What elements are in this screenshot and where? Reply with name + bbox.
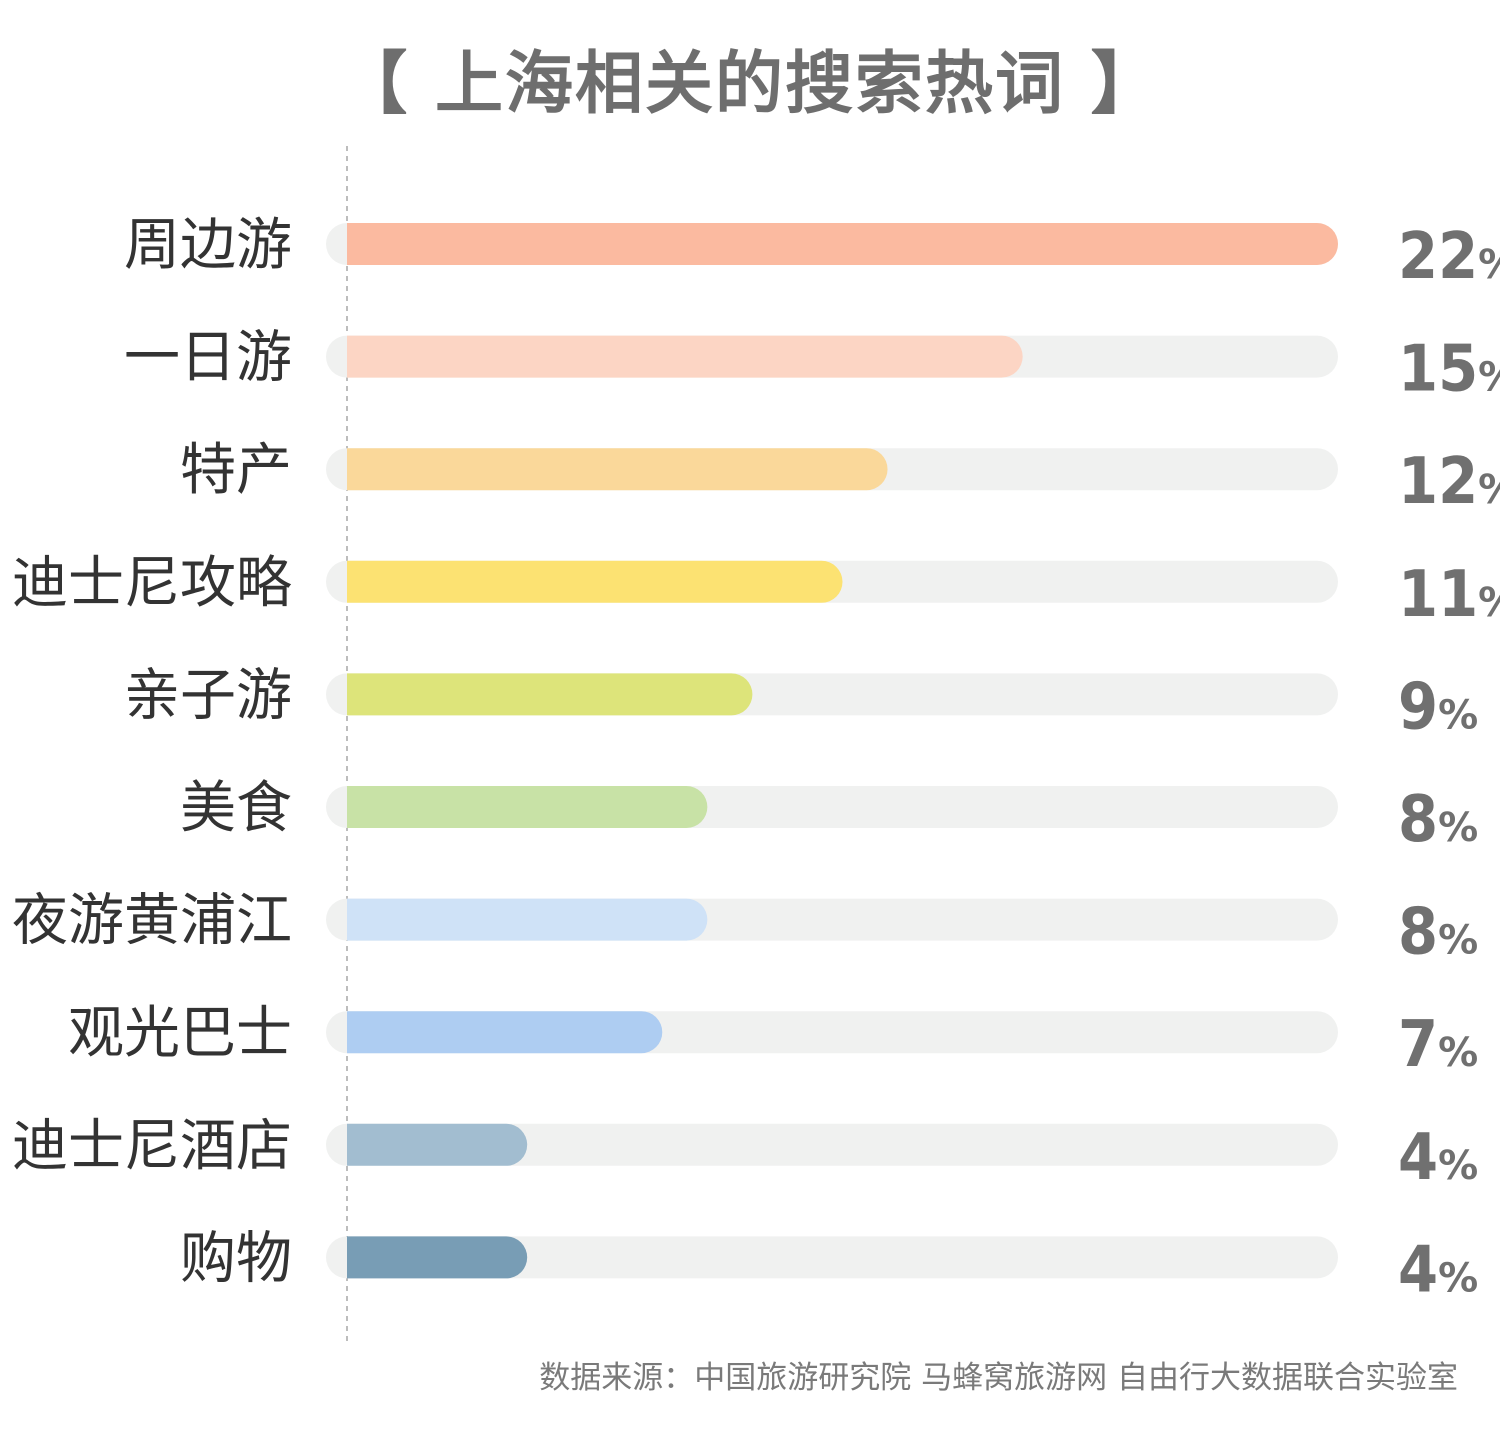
value-label: 8% <box>1398 783 1478 857</box>
value-label: 22% <box>1398 220 1500 294</box>
bar-6 <box>347 898 708 941</box>
category-label: 迪士尼酒店 <box>12 1114 292 1179</box>
bar-4 <box>347 673 753 716</box>
category-label: 美食 <box>180 776 292 841</box>
value-label: 7% <box>1398 1008 1478 1082</box>
value-label: 8% <box>1398 896 1478 970</box>
data-source-note: 数据来源：中国旅游研究院 马蜂窝旅游网 自由行大数据联合实验室 <box>539 1360 1458 1396</box>
value-label: 4% <box>1398 1121 1478 1195</box>
value-label: 15% <box>1398 333 1500 407</box>
bar-3 <box>347 560 843 603</box>
category-label: 夜游黄浦江 <box>12 889 292 954</box>
bar-1 <box>347 335 1023 378</box>
value-label: 9% <box>1398 670 1478 744</box>
chart-title: 【 上海相关的搜索热词 】 <box>339 45 1161 124</box>
category-label: 购物 <box>180 1226 292 1291</box>
bar-track <box>326 1236 1338 1279</box>
category-label: 周边游 <box>124 213 292 278</box>
bar-7 <box>347 1011 663 1054</box>
bar-track <box>326 1123 1338 1166</box>
bar-8 <box>347 1123 528 1166</box>
bar-0 <box>347 223 1338 265</box>
category-label: 一日游 <box>124 326 292 391</box>
category-label: 迪士尼攻略 <box>12 551 292 616</box>
value-label: 12% <box>1398 445 1500 519</box>
category-label: 特产 <box>180 438 292 503</box>
bar-9 <box>347 1236 528 1279</box>
bar-2 <box>347 448 888 491</box>
bar-5 <box>347 786 708 828</box>
value-label: 11% <box>1398 558 1500 632</box>
category-label: 观光巴士 <box>68 1001 292 1066</box>
value-label: 4% <box>1398 1233 1478 1307</box>
category-label: 亲子游 <box>124 663 292 728</box>
